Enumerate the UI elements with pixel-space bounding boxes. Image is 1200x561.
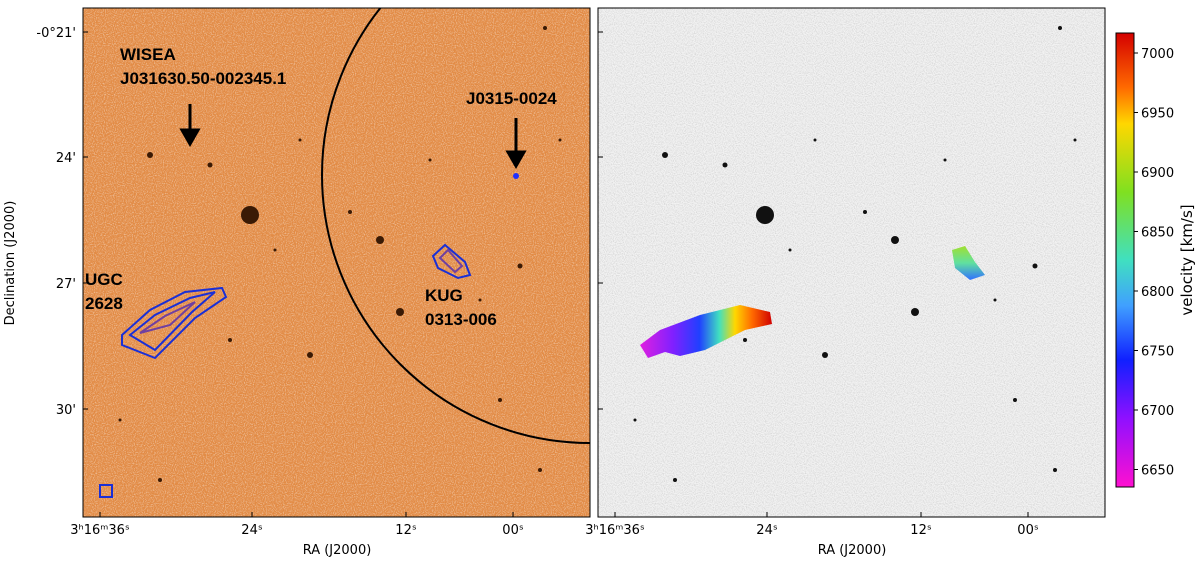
- star: [813, 138, 817, 142]
- annotation: 2628: [85, 294, 123, 313]
- y-tick-label: 24': [56, 151, 76, 166]
- star: [673, 478, 677, 482]
- y-tick-label: 30': [56, 403, 76, 418]
- x-axis-label: RA (J2000): [818, 543, 887, 558]
- star: [722, 162, 728, 168]
- star: [911, 308, 919, 316]
- colorbar-tick-label: 6650: [1141, 464, 1174, 479]
- source-dot: [513, 173, 519, 179]
- colorbar-tick-label: 6950: [1141, 107, 1174, 122]
- colorbar-tick-label: 6700: [1141, 404, 1174, 419]
- annotation: UGC: [85, 270, 123, 289]
- x-tick-label: 12ˢ: [395, 523, 417, 538]
- x-tick-label: 24ˢ: [756, 523, 778, 538]
- colorbar-tick-label: 6850: [1141, 226, 1174, 241]
- x-tick-label: 00ˢ: [502, 523, 524, 538]
- star: [298, 138, 302, 142]
- colorbar-tick-label: 6800: [1141, 285, 1174, 300]
- star: [478, 298, 482, 302]
- star: [662, 152, 668, 158]
- y-tick-label: -0°21': [36, 26, 76, 41]
- beam-circle: [321, 8, 590, 444]
- star: [538, 468, 542, 472]
- star: [207, 162, 213, 168]
- star: [307, 352, 313, 358]
- star: [1053, 468, 1057, 472]
- star: [348, 210, 352, 214]
- star: [943, 158, 947, 162]
- star: [147, 152, 153, 158]
- x-tick-label: 12ˢ: [910, 523, 932, 538]
- x-tick-label: 3ʰ16ᵐ36ˢ: [585, 523, 645, 538]
- star: [788, 248, 792, 252]
- annotation: 0313-006: [425, 310, 497, 329]
- star: [1058, 26, 1062, 30]
- star: [1013, 398, 1017, 402]
- star: [993, 298, 997, 302]
- star: [891, 236, 899, 244]
- annotation: J0315-0024: [466, 89, 557, 108]
- star: [1032, 263, 1038, 269]
- contours: [99, 243, 472, 498]
- star: [822, 352, 828, 358]
- star: [498, 398, 502, 402]
- colorbar-tick-label: 6900: [1141, 166, 1174, 181]
- x-tick-label: 00ˢ: [1017, 523, 1039, 538]
- star: [376, 236, 384, 244]
- arrows: [179, 104, 527, 170]
- y-axis-label: Declination (J2000): [3, 201, 18, 326]
- colorbar-tick-label: 7000: [1141, 47, 1174, 62]
- star: [756, 206, 774, 224]
- star: [228, 338, 232, 342]
- star: [428, 158, 432, 162]
- annotation: J031630.50-002345.1: [120, 69, 286, 88]
- velocity-map: [640, 305, 772, 358]
- star: [558, 138, 562, 142]
- star: [1073, 138, 1077, 142]
- colorbar-label: velocity [km/s]: [1178, 204, 1196, 315]
- right-image: [598, 8, 1105, 517]
- star: [543, 26, 547, 30]
- star: [273, 248, 277, 252]
- x-tick-label: 3ʰ16ᵐ36ˢ: [70, 523, 130, 538]
- star: [863, 210, 867, 214]
- stars: [118, 26, 1077, 482]
- y-tick-label: 27': [56, 277, 76, 292]
- colorbar-tick-label: 6750: [1141, 345, 1174, 360]
- velocity-map: [952, 246, 985, 280]
- star: [396, 308, 404, 316]
- annotation: WISEA: [120, 45, 176, 64]
- star: [517, 263, 523, 269]
- star: [158, 478, 162, 482]
- star: [633, 418, 637, 422]
- frames: [82, 7, 1135, 518]
- x-axis-label: RA (J2000): [303, 543, 372, 558]
- star: [743, 338, 747, 342]
- star: [118, 418, 122, 422]
- star: [241, 206, 259, 224]
- annotation: KUG: [425, 286, 463, 305]
- x-tick-label: 24ˢ: [241, 523, 263, 538]
